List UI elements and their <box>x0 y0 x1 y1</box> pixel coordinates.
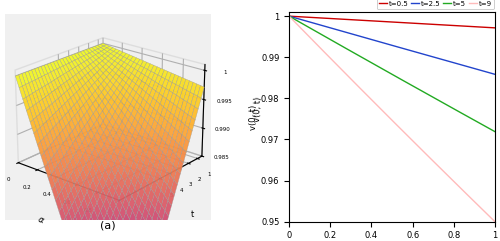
t=9 <box>412 142 418 145</box>
t=0.5 <box>286 15 292 18</box>
t=2.5 <box>460 64 466 67</box>
t=9 <box>492 220 498 223</box>
Line: t=2.5: t=2.5 <box>289 16 495 74</box>
t=0.5 <box>412 22 418 25</box>
t=2.5 <box>412 50 418 53</box>
t=9 <box>286 15 292 18</box>
t=9 <box>287 15 293 18</box>
t=9 <box>408 138 414 141</box>
Legend: t=0.5, t=2.5, t=5, t=9: t=0.5, t=2.5, t=5, t=9 <box>376 0 494 9</box>
t=9 <box>460 189 466 192</box>
t=0.5 <box>492 27 498 29</box>
t=2.5 <box>492 73 498 76</box>
t=0.5 <box>460 25 466 27</box>
t=5 <box>408 83 414 86</box>
t=9 <box>408 138 414 141</box>
t=5 <box>412 86 418 89</box>
t=2.5 <box>286 15 292 18</box>
t=5 <box>472 120 478 122</box>
t=5 <box>492 130 498 133</box>
Y-axis label: t: t <box>191 210 194 219</box>
Y-axis label: v(0, t): v(0, t) <box>249 104 258 129</box>
Line: t=5: t=5 <box>289 16 495 132</box>
t=0.5 <box>472 25 478 28</box>
t=5 <box>408 84 414 87</box>
Text: (a): (a) <box>100 220 116 230</box>
t=9 <box>472 201 478 204</box>
Line: t=0.5: t=0.5 <box>289 16 495 28</box>
t=2.5 <box>287 15 293 18</box>
t=0.5 <box>408 22 414 25</box>
t=2.5 <box>408 49 414 52</box>
t=2.5 <box>408 49 414 52</box>
t=0.5 <box>287 15 293 18</box>
Line: t=9: t=9 <box>289 16 495 222</box>
t=5 <box>287 15 293 18</box>
t=2.5 <box>472 67 478 70</box>
X-axis label: $\alpha$: $\alpha$ <box>36 215 46 226</box>
t=5 <box>286 15 292 18</box>
t=5 <box>460 112 466 115</box>
t=0.5 <box>408 22 414 25</box>
